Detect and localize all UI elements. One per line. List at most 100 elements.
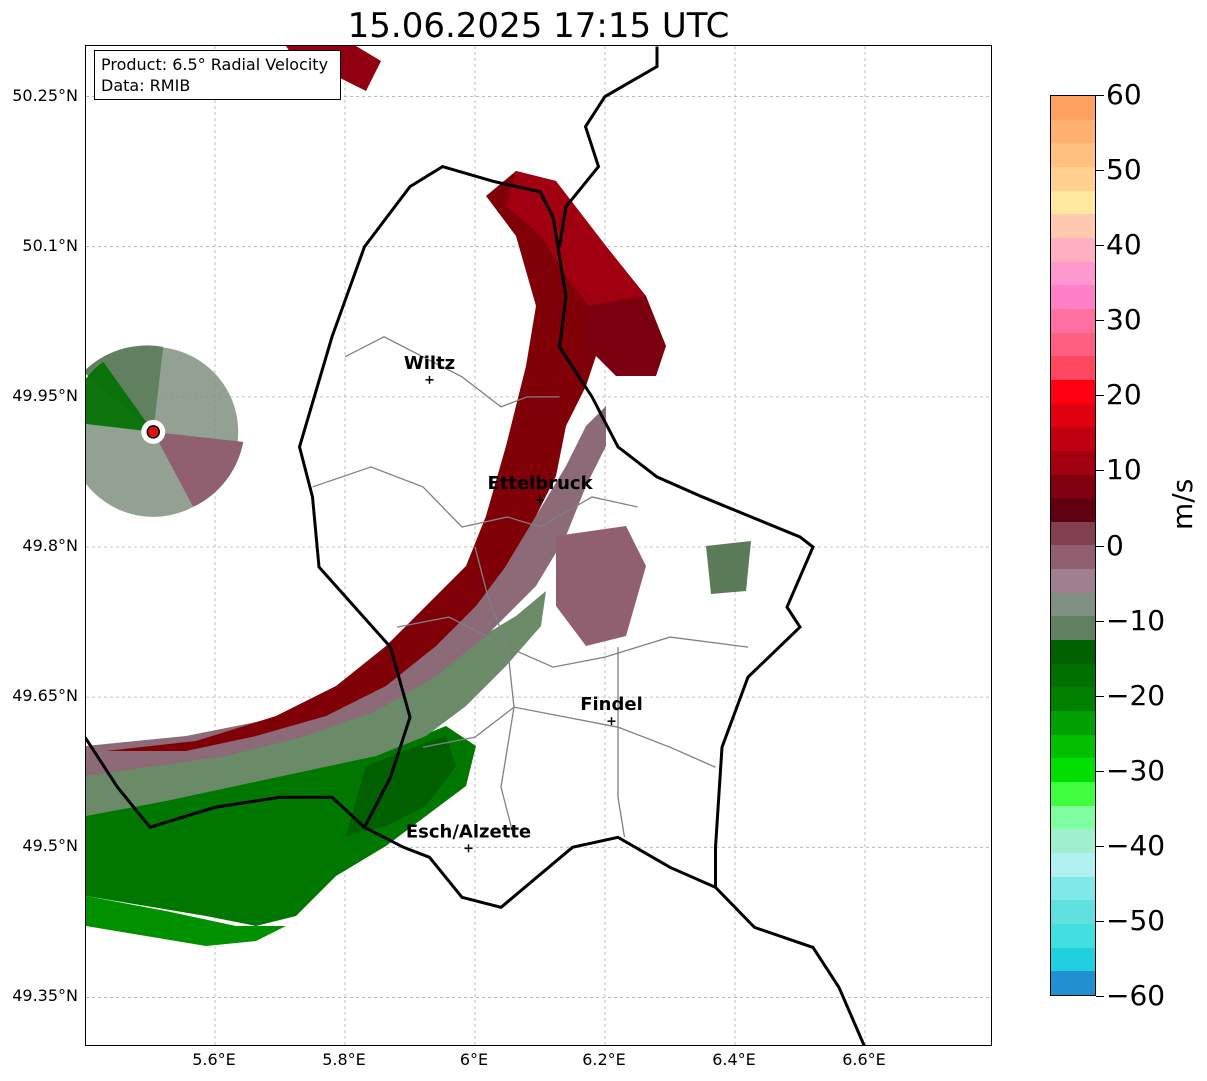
colorbar-segment (1051, 214, 1095, 238)
boundaries (86, 46, 866, 1045)
colorbar-tick-mark (1096, 470, 1104, 472)
latitude-tick-label: 49.8°N (22, 536, 78, 555)
canton-boundary (474, 546, 515, 838)
colorbar-segment (1051, 521, 1095, 546)
echo-cell-green (706, 541, 751, 594)
canton-boundary (344, 336, 560, 408)
echo-dark-red (586, 296, 666, 376)
canton-boundary (396, 616, 749, 668)
product-info-box: Product: 6.5° Radial Velocity Data: RMIB (94, 50, 341, 100)
radar-site-marker (146, 425, 160, 439)
colorbar-segment (1051, 923, 1095, 948)
france-border (86, 736, 366, 830)
colorbar-segment (1051, 876, 1095, 901)
colorbar-segment (1051, 782, 1095, 806)
germany-border-south (714, 886, 866, 1045)
colorbar-tick-label: 30 (1106, 303, 1142, 337)
colorbar-tick-mark (1096, 695, 1104, 697)
colorbar-tick-label: −60 (1106, 979, 1166, 1012)
colorbar-tick-label: −10 (1106, 603, 1166, 637)
colorbar-segment (1051, 829, 1095, 853)
colorbar-segment (1051, 427, 1095, 451)
colorbar-tick-mark (1096, 320, 1104, 322)
colorbar-segment (1051, 711, 1095, 735)
map-title: 15.06.2025 17:15 UTC (347, 6, 730, 46)
colorbar-tick-mark (1096, 620, 1104, 622)
echo-grey-green (86, 591, 546, 816)
clutter-sector (86, 361, 154, 432)
colorbar-segment (1051, 900, 1095, 924)
colorbar-segment (1051, 805, 1095, 830)
colorbar-segment (1051, 308, 1095, 333)
longitude-tick-label: 6.2°E (582, 1050, 626, 1069)
longitude-tick-label: 5.6°E (192, 1050, 236, 1069)
colorbar-tick-mark (1096, 95, 1104, 96)
colorbar-segment (1051, 285, 1095, 309)
colorbar-tick-label: 60 (1106, 78, 1142, 111)
latitude-tick-label: 50.25°N (12, 85, 78, 105)
radar-map-canvas: Wiltz Ettelbruck Findel Esch/Alzette (86, 46, 991, 1045)
longitude-tick-label: 5.8°E (322, 1050, 366, 1069)
colorbar-tick-label: −40 (1106, 828, 1166, 862)
data-source-label: Data: RMIB (101, 76, 191, 95)
colorbar-tick-label: −30 (1106, 753, 1166, 787)
colorbar-tick-mark (1096, 845, 1104, 847)
colorbar-segment (1051, 545, 1095, 570)
colorbar-segment (1051, 143, 1095, 167)
velocity-colorbar (1050, 95, 1096, 996)
latitude-tick-label: 49.95°N (12, 385, 78, 405)
colorbar-tick-mark (1096, 920, 1104, 922)
echo-cell-mauve (556, 526, 646, 646)
city-label: Wiltz (404, 353, 455, 374)
colorbar-segment (1051, 592, 1095, 617)
colorbar-segment (1051, 96, 1095, 120)
city-markers: Wiltz Ettelbruck Findel Esch/Alzette (146, 353, 643, 853)
colorbar-segment (1051, 237, 1095, 262)
longitude-tick-label: 6.4°E (712, 1050, 756, 1069)
canton-boundary (422, 706, 716, 768)
colorbar-segment (1051, 853, 1095, 877)
colorbar-segment (1051, 616, 1095, 641)
echo-red-band (106, 171, 656, 751)
colorbar-segment (1051, 332, 1095, 357)
colorbar-segment (1051, 379, 1095, 404)
germany-border-north (558, 46, 659, 247)
colorbar-tick-label: −50 (1106, 903, 1166, 937)
colorbar-tick-mark (1096, 770, 1104, 772)
radar-map: Wiltz Ettelbruck Findel Esch/Alzette (85, 45, 992, 1046)
city-label: Ettelbruck (487, 473, 593, 494)
luxembourg-border (297, 164, 815, 910)
city-label: Findel (580, 694, 643, 715)
colorbar-tick-mark (1096, 395, 1104, 397)
latitude-tick-label: 49.5°N (22, 836, 78, 856)
colorbar-segment (1051, 498, 1095, 522)
colorbar-tick-label: 50 (1106, 153, 1142, 187)
colorbar-segment (1051, 640, 1095, 664)
colorbar-segment (1051, 663, 1095, 688)
colorbar-segment (1051, 119, 1095, 144)
latitude-tick-label: 49.65°N (12, 686, 78, 706)
colorbar-segment (1051, 971, 1095, 995)
colorbar-segment (1051, 450, 1095, 475)
colorbar-segment (1051, 356, 1095, 380)
colorbar-tick-label: 0 (1106, 528, 1124, 562)
latitude-tick-label: 50.1°N (22, 235, 78, 255)
colorbar-tick-label: −20 (1106, 678, 1166, 712)
colorbar-segment (1051, 947, 1095, 972)
colorbar-tick-mark (1096, 996, 1104, 997)
canton-boundary (617, 647, 626, 838)
longitude-tick-label: 6.6°E (842, 1050, 886, 1069)
colorbar-tick-label: 40 (1106, 228, 1142, 262)
colorbar-segment (1051, 261, 1095, 286)
colorbar-tick-mark (1096, 545, 1104, 547)
colorbar-segment (1051, 687, 1095, 712)
colorbar-segment (1051, 758, 1095, 783)
colorbar-unit-label: m/s (1166, 478, 1199, 530)
colorbar-tick-label: 20 (1106, 378, 1142, 412)
colorbar-tick-label: 10 (1106, 453, 1142, 487)
product-label: Product: 6.5° Radial Velocity (101, 55, 329, 74)
colorbar-segment (1051, 474, 1095, 499)
clutter-sector (153, 431, 244, 507)
colorbar-segment (1051, 166, 1095, 191)
canton-boundary (312, 466, 638, 528)
